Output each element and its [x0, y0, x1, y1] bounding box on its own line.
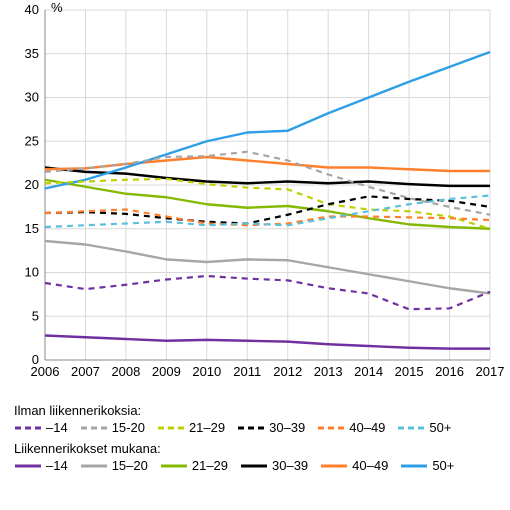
- svg-text:2015: 2015: [395, 364, 424, 379]
- legend-swatch: [157, 421, 185, 435]
- legend-row: –14 15-20 21–29 30–39 40–49 50+: [14, 420, 496, 437]
- svg-text:35: 35: [25, 46, 39, 61]
- legend-label: 50+: [432, 458, 454, 473]
- legend-item: 21–29: [157, 420, 225, 435]
- legend-swatch: [80, 459, 108, 473]
- legend-item: –14: [14, 458, 68, 473]
- legend-label: 21–29: [189, 420, 225, 435]
- legend-item: 15–20: [80, 458, 148, 473]
- svg-text:10: 10: [25, 265, 39, 280]
- legend-item: 30–39: [237, 420, 305, 435]
- legend-swatch: [14, 459, 42, 473]
- legend-row: –14 15–20 21–29 30–39 40–49 50+: [14, 458, 496, 475]
- legend-label: 15–20: [112, 458, 148, 473]
- legend-swatch: [240, 459, 268, 473]
- svg-text:2007: 2007: [71, 364, 100, 379]
- svg-text:2008: 2008: [111, 364, 140, 379]
- legend-label: 30–39: [272, 458, 308, 473]
- legend-item: 50+: [397, 420, 451, 435]
- line-chart: 0510152025303540200620072008200920102011…: [0, 0, 510, 395]
- chart-container: 0510152025303540200620072008200920102011…: [0, 0, 510, 510]
- legend-swatch: [317, 421, 345, 435]
- svg-text:25: 25: [25, 133, 39, 148]
- svg-text:2010: 2010: [192, 364, 221, 379]
- legend-item: 40–49: [320, 458, 388, 473]
- legend-item: 40–49: [317, 420, 385, 435]
- legend-item: 21–29: [160, 458, 228, 473]
- legend-group-title: Ilman liikennerikoksia:: [14, 403, 496, 418]
- svg-text:2013: 2013: [314, 364, 343, 379]
- svg-text:2006: 2006: [31, 364, 60, 379]
- svg-text:2017: 2017: [476, 364, 505, 379]
- legend-item: –14: [14, 420, 68, 435]
- svg-text:%: %: [51, 0, 63, 15]
- legend-item: 50+: [400, 458, 454, 473]
- svg-text:2009: 2009: [152, 364, 181, 379]
- svg-text:30: 30: [25, 90, 39, 105]
- legend-swatch: [160, 459, 188, 473]
- legend-label: 40–49: [349, 420, 385, 435]
- legend-item: 15-20: [80, 420, 145, 435]
- legend-label: –14: [46, 420, 68, 435]
- legend-label: –14: [46, 458, 68, 473]
- legend: Ilman liikennerikoksia: –14 15-20 21–29 30–3…: [0, 395, 510, 475]
- legend-swatch: [14, 421, 42, 435]
- legend-swatch: [237, 421, 265, 435]
- svg-text:2014: 2014: [354, 364, 383, 379]
- svg-text:2016: 2016: [435, 364, 464, 379]
- legend-label: 21–29: [192, 458, 228, 473]
- svg-text:40: 40: [25, 2, 39, 17]
- svg-text:20: 20: [25, 177, 39, 192]
- svg-text:2012: 2012: [273, 364, 302, 379]
- legend-label: 40–49: [352, 458, 388, 473]
- svg-text:2011: 2011: [233, 364, 261, 379]
- svg-text:15: 15: [25, 221, 39, 236]
- legend-label: 15-20: [112, 420, 145, 435]
- legend-item: 30–39: [240, 458, 308, 473]
- legend-swatch: [80, 421, 108, 435]
- legend-group-title: Liikennerikokset mukana:: [14, 441, 496, 456]
- legend-label: 50+: [429, 420, 451, 435]
- legend-swatch: [397, 421, 425, 435]
- legend-swatch: [400, 459, 428, 473]
- svg-text:5: 5: [32, 308, 39, 323]
- legend-swatch: [320, 459, 348, 473]
- legend-label: 30–39: [269, 420, 305, 435]
